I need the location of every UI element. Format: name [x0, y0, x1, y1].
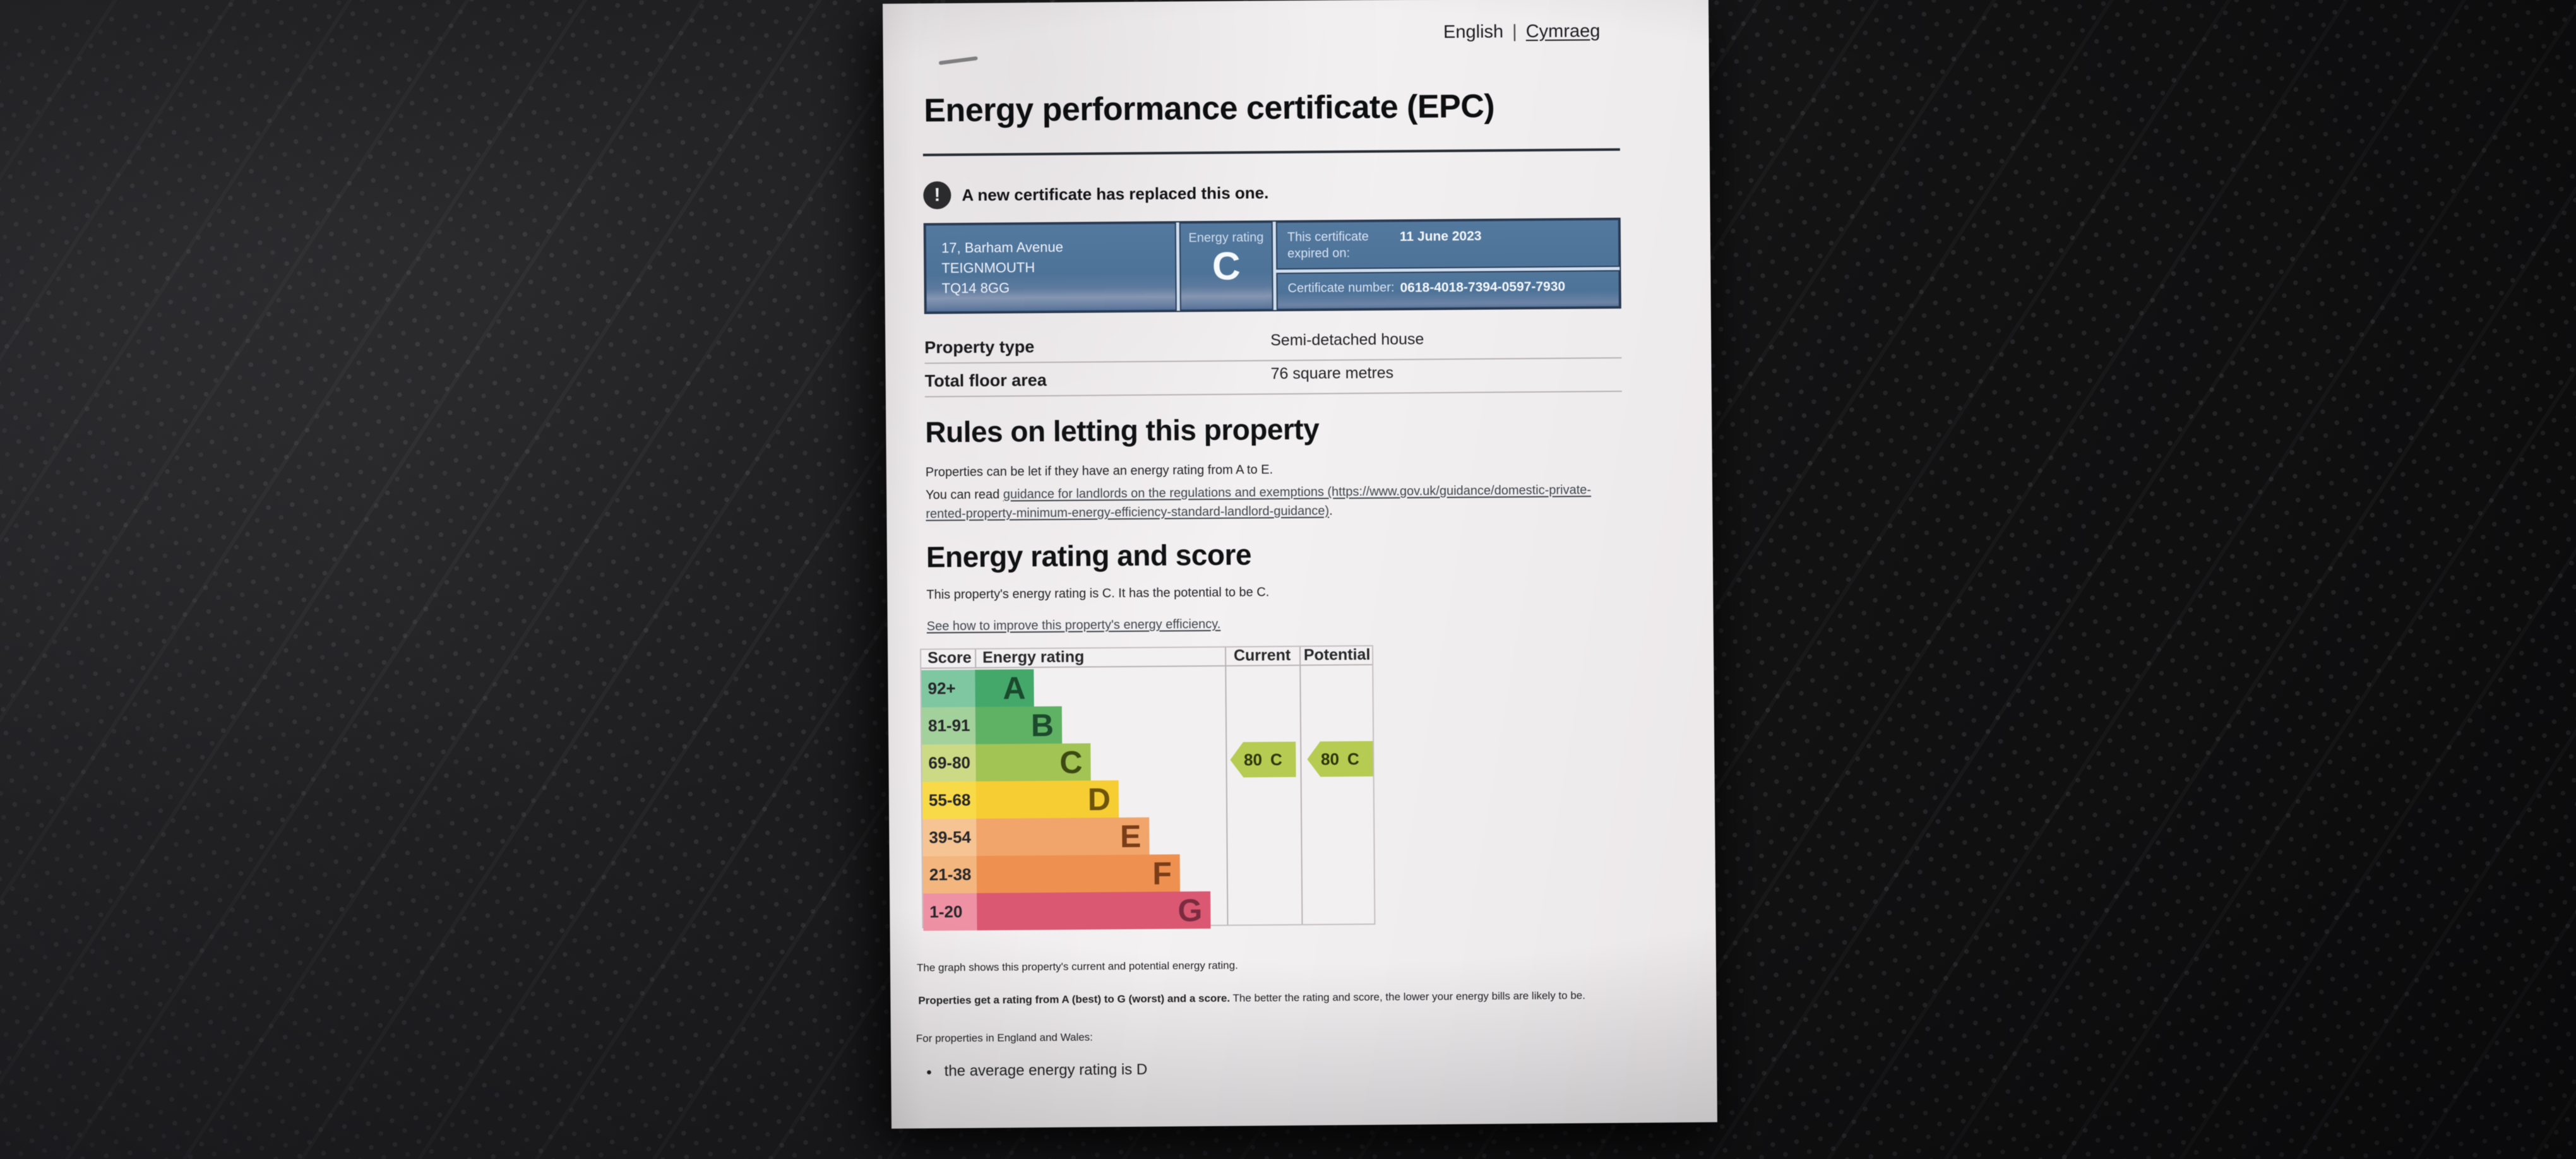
- epc-score-range: 92+: [921, 669, 975, 708]
- epc-band-c: C: [975, 743, 1091, 782]
- rules-heading: Rules on letting this property: [925, 412, 1320, 449]
- epc-band-row: 21-38 F: [922, 854, 1227, 894]
- column-header-current: Current: [1233, 646, 1291, 665]
- epc-band-b: B: [975, 706, 1063, 744]
- certificate-number-value: 0618-4018-7394-0597-7930: [1400, 279, 1566, 295]
- replacement-notice: ! A new certificate has replaced this on…: [923, 179, 1269, 210]
- guidance-prefix: You can read: [926, 487, 1003, 502]
- guidance-suffix: .: [1329, 504, 1333, 518]
- epc-band-row: 69-80 C: [922, 742, 1225, 782]
- expiry-value: 11 June 2023: [1399, 229, 1482, 244]
- potential-letter: C: [1347, 749, 1359, 768]
- epc-band-a: A: [975, 669, 1034, 707]
- column-header-potential: Potential: [1303, 645, 1371, 664]
- improve-efficiency-link[interactable]: See how to improve this property's energ…: [926, 617, 1221, 634]
- page-title: Energy performance certificate (EPC): [924, 88, 1495, 129]
- fact-row-floor-area: Total floor area 76 square metres: [924, 358, 1622, 398]
- property-address: 17, Barham Avenue TEIGNMOUTH TQ14 8GG: [924, 222, 1177, 313]
- language-current[interactable]: English: [1443, 21, 1504, 43]
- expiry-row: This certificate expired on: 11 June 202…: [1275, 218, 1620, 270]
- fact-label: Total floor area: [924, 370, 1047, 391]
- rating-explanation-rest: The better the rating and score, the low…: [1230, 989, 1586, 1004]
- epc-band-row: 81-91 B: [921, 705, 1225, 745]
- epc-band-e: E: [976, 817, 1150, 856]
- certificate-number-row: Certificate number: 0618-4018-7394-0597-…: [1276, 270, 1620, 311]
- grid-line: [975, 649, 977, 669]
- current-rating-arrow: 80 C: [1230, 742, 1296, 778]
- potential-rating-arrow: 80 C: [1307, 741, 1373, 777]
- expiry-label: This certificate expired on:: [1287, 229, 1369, 261]
- epc-score-range: 1-20: [923, 893, 977, 931]
- energy-rating-cell: Energy rating C: [1179, 222, 1273, 311]
- property-facts: Property type Semi-detached house Total …: [924, 324, 1622, 398]
- energy-rating-value: C: [1212, 244, 1241, 288]
- certificate-meta: This certificate expired on: 11 June 202…: [1275, 218, 1620, 311]
- epc-band-f: F: [976, 854, 1181, 893]
- bullet-text: the average energy rating is D: [944, 1061, 1148, 1080]
- epc-band-row: 92+ A: [921, 668, 1225, 708]
- column-header-score: Score: [927, 648, 972, 667]
- notice-text: A new certificate has replaced this one.: [962, 182, 1269, 205]
- epc-band-row: 55-68 D: [922, 780, 1226, 819]
- epc-document-page: English | Cymraeg Energy performance certi…: [883, 0, 1717, 1129]
- certificate-number-label: Certificate number:: [1287, 280, 1395, 295]
- fact-value: 76 square metres: [1270, 364, 1394, 383]
- energy-rating-label: Energy rating: [1188, 230, 1264, 246]
- guidance-link[interactable]: guidance for landlords on the regulation…: [926, 483, 1592, 521]
- fact-row-property-type: Property type Semi-detached house: [924, 324, 1622, 364]
- england-wales-intro: For properties in England and Wales:: [915, 1031, 1093, 1045]
- rating-score-heading: Energy rating and score: [926, 538, 1252, 574]
- language-switcher: English | Cymraeg: [1443, 21, 1601, 43]
- address-line: TEIGNMOUTH: [941, 259, 1035, 276]
- rating-explanation-bold: Properties get a rating from A (best) to…: [918, 992, 1231, 1007]
- potential-score: 80: [1320, 749, 1340, 769]
- epc-band-d: D: [975, 780, 1119, 819]
- epc-band-rows: 92+ A 81-91 B 69-80 C 55-68 D 39-54 E 21-38 F 1-20 G: [921, 668, 1227, 931]
- language-divider: |: [1512, 21, 1517, 42]
- epc-band-row: 1-20 G: [923, 891, 1227, 931]
- current-score: 80: [1243, 749, 1263, 770]
- graph-description: The graph shows this property's current …: [916, 959, 1238, 974]
- epc-score-range: 21-38: [922, 855, 977, 894]
- address-line: 17, Barham Avenue: [941, 239, 1063, 256]
- grid-line: [1299, 646, 1303, 924]
- summary-banner: 17, Barham Avenue TEIGNMOUTH TQ14 8GG En…: [923, 217, 1621, 314]
- rating-score-paragraph: This property's energy rating is C. It h…: [926, 585, 1270, 602]
- current-letter: C: [1270, 749, 1282, 769]
- column-header-energy-rating: Energy rating: [982, 648, 1085, 667]
- rules-paragraph: Properties can be let if they have an en…: [925, 463, 1273, 480]
- epc-band-row: 39-54 E: [922, 817, 1226, 857]
- bullet-icon: •: [926, 1064, 932, 1081]
- epc-score-range: 69-80: [922, 744, 976, 782]
- rules-guidance-paragraph: You can read guidance for landlords on t…: [926, 480, 1623, 524]
- epc-chart-header: Score Energy rating Current Potential: [921, 645, 1373, 669]
- fact-label: Property type: [924, 337, 1035, 357]
- epc-score-range: 55-68: [922, 781, 977, 819]
- address-line: TQ14 8GG: [941, 280, 1010, 297]
- epc-score-range: 81-91: [921, 706, 976, 745]
- epc-score-range: 39-54: [922, 818, 977, 857]
- epc-rating-chart: Score Energy rating Current Potential 92…: [920, 645, 1376, 931]
- exclamation-icon: !: [923, 181, 951, 210]
- fact-value: Semi-detached house: [1270, 330, 1424, 350]
- language-link-welsh[interactable]: Cymraeg: [1525, 21, 1601, 42]
- average-rating-bullet: • the average energy rating is D: [926, 1061, 1147, 1083]
- epc-band-g: G: [977, 891, 1211, 930]
